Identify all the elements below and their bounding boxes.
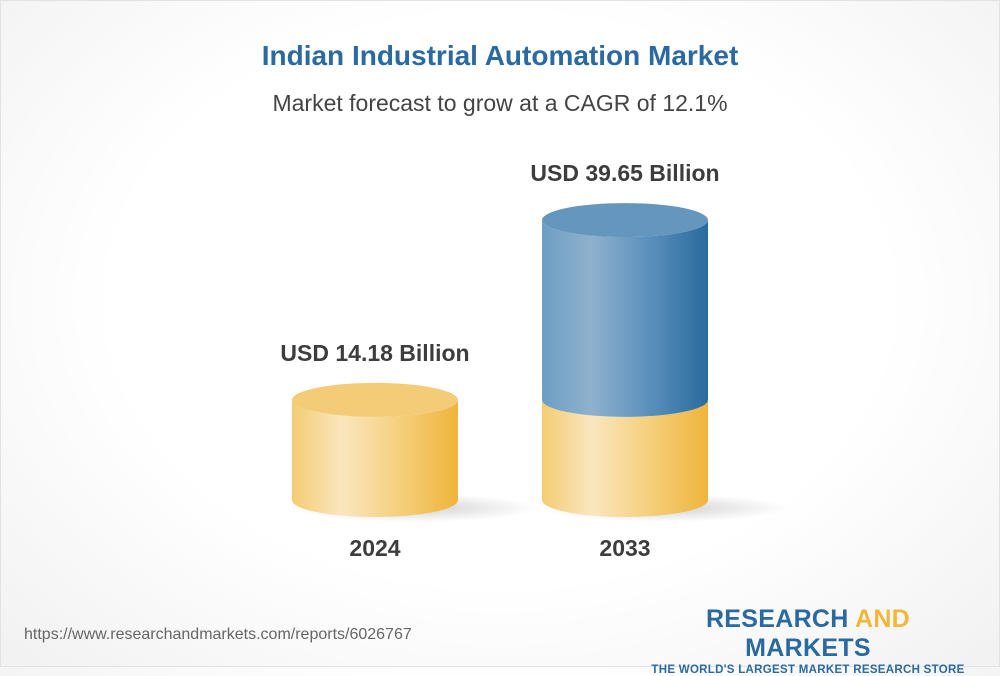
bar-growth-segment: [542, 220, 708, 417]
chart-title: Indian Industrial Automation Market: [261, 40, 739, 71]
research-and-markets-logo: RESEARCH AND MARKETS THE WORLD'S LARGEST…: [651, 605, 965, 676]
data-label: USD 39.65 Billion: [530, 160, 719, 186]
report-url[interactable]: https://www.researchandmarkets.com/repor…: [24, 626, 412, 643]
bar-base-segment: [542, 399, 708, 517]
data-label: USD 14.18 Billion: [280, 340, 469, 366]
chart-subtitle: Market forecast to grow at a CAGR of 12.…: [272, 90, 728, 116]
category-label: 2033: [599, 535, 650, 561]
bar-top-cap: [292, 382, 458, 417]
category-label: 2024: [349, 535, 400, 561]
bar-top-cap: [542, 203, 708, 238]
bar-base-segment: [292, 399, 458, 517]
